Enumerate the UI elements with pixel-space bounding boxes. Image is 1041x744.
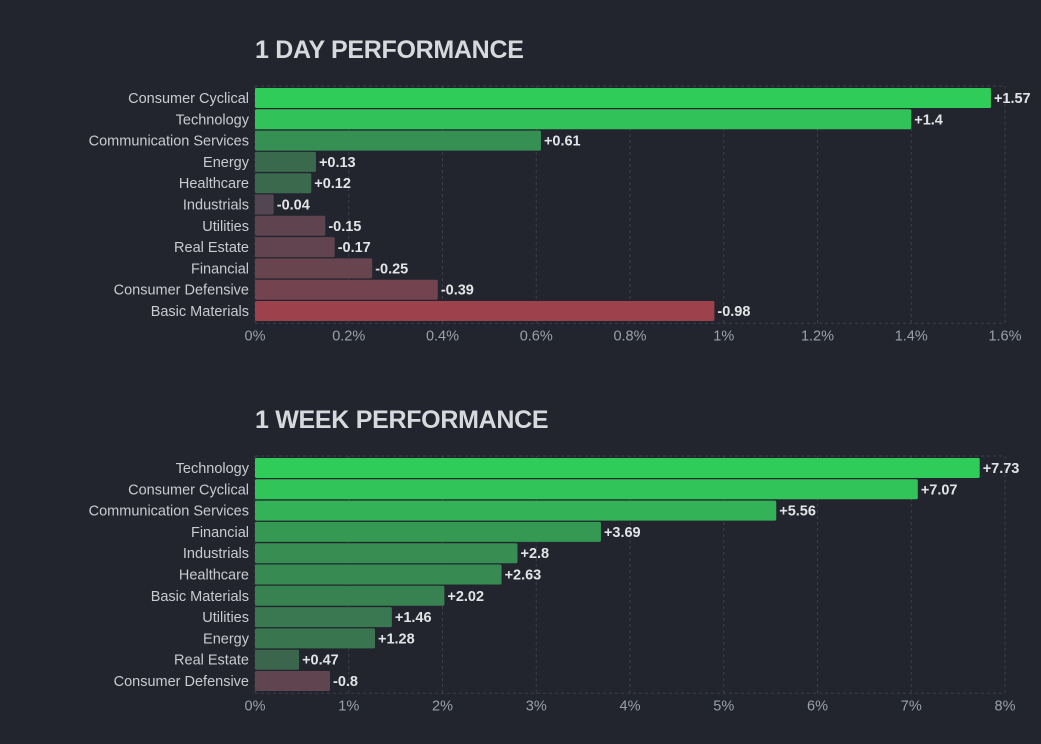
chart-0-category-label: Utilities xyxy=(202,219,249,235)
chart-0-value-label: +1.4 xyxy=(914,112,943,128)
chart-0-tick-label: 1.2% xyxy=(801,328,834,344)
chart-1-value-label: +7.73 xyxy=(983,461,1020,477)
chart-0-bar[interactable] xyxy=(255,215,326,236)
chart-1-category-label: Communication Services xyxy=(89,504,249,520)
chart-1-value-label: +1.46 xyxy=(395,610,432,626)
chart-1-tick-label: 4% xyxy=(620,698,641,714)
chart-0-value-label: +0.13 xyxy=(319,155,356,171)
chart-0-tick-label: 0.8% xyxy=(613,328,646,344)
chart-1-tick-label: 6% xyxy=(807,698,828,714)
chart-1-value-label: +1.28 xyxy=(378,631,415,647)
chart-1-tick-label: 2% xyxy=(432,698,453,714)
chart-0-tick-label: 0% xyxy=(245,328,266,344)
chart-0-bar[interactable] xyxy=(255,279,438,300)
chart-0-tick-label: 0.2% xyxy=(332,328,365,344)
chart-1-value-label: +0.47 xyxy=(302,653,339,669)
chart-1-category-label: Utilities xyxy=(202,610,249,626)
chart-0-category-label: Consumer Defensive xyxy=(114,283,249,299)
chart-1-bar[interactable] xyxy=(255,585,445,606)
chart-1-bar[interactable] xyxy=(255,628,375,649)
chart-0-bar[interactable] xyxy=(255,109,912,130)
chart-0-value-label: +1.57 xyxy=(994,91,1031,107)
chart-1-bar[interactable] xyxy=(255,671,330,691)
chart-0-bar[interactable] xyxy=(255,173,312,194)
chart-1-bar[interactable] xyxy=(255,543,518,564)
chart-0-bar[interactable] xyxy=(255,130,541,151)
chart-0-category-label: Consumer Cyclical xyxy=(128,91,249,107)
chart-1-category-label: Energy xyxy=(203,631,250,647)
chart-1-bar[interactable] xyxy=(255,521,601,542)
chart-1-tick-label: 3% xyxy=(526,698,547,714)
chart-0-value-label: -0.17 xyxy=(338,240,371,256)
chart-1-tick-label: 7% xyxy=(901,698,922,714)
chart-0-value-label: -0.25 xyxy=(375,261,408,277)
chart-0-category-label: Basic Materials xyxy=(151,304,249,320)
chart-0-bar[interactable] xyxy=(255,151,316,172)
chart-0-category-label: Healthcare xyxy=(179,176,249,192)
chart-0-value-label: -0.04 xyxy=(277,198,310,214)
chart-0-tick-label: 1% xyxy=(713,328,734,344)
chart-0-value-label: +0.12 xyxy=(314,176,351,192)
chart-0-bar[interactable] xyxy=(255,301,715,321)
chart-0-bar[interactable] xyxy=(255,237,335,258)
chart-1-value-label: +5.56 xyxy=(779,504,816,520)
chart-0-tick-label: 0.4% xyxy=(426,328,459,344)
chart-1-category-label: Consumer Defensive xyxy=(114,674,249,690)
chart-1-value-label: +2.63 xyxy=(505,568,542,584)
chart-0-value-label: +0.61 xyxy=(544,134,581,150)
chart-1-category-label: Technology xyxy=(176,461,250,477)
chart-1-value-label: +7.07 xyxy=(921,482,958,498)
chart-1-category-label: Consumer Cyclical xyxy=(128,482,249,498)
chart-1-bar[interactable] xyxy=(255,500,777,521)
chart-0-tick-label: 1.6% xyxy=(988,328,1021,344)
day-performance-chart: Consumer Cyclical +1.57 Technology +1.4 Comm… xyxy=(89,85,1031,344)
chart-1-category-label: Real Estate xyxy=(174,653,249,669)
chart-0-category-label: Energy xyxy=(203,155,250,171)
day-chart-title: 1 DAY PERFORMANCE xyxy=(255,36,524,64)
chart-1-value-label: -0.8 xyxy=(333,674,358,690)
chart-1-tick-label: 1% xyxy=(338,698,359,714)
chart-0-bar[interactable] xyxy=(255,194,274,215)
chart-0-value-label: -0.39 xyxy=(441,283,474,299)
chart-1-category-label: Industrials xyxy=(183,546,249,562)
chart-0-bar[interactable] xyxy=(255,258,373,279)
chart-0-tick-label: 0.6% xyxy=(520,328,553,344)
chart-1-tick-label: 5% xyxy=(713,698,734,714)
chart-1-value-label: +2.8 xyxy=(521,546,550,562)
chart-1-tick-label: 8% xyxy=(995,698,1016,714)
chart-0-value-label: -0.15 xyxy=(328,219,361,235)
chart-0-category-label: Industrials xyxy=(183,198,249,214)
chart-1-value-label: +2.02 xyxy=(447,589,484,605)
chart-1-bar[interactable] xyxy=(255,479,918,500)
chart-0-bar[interactable] xyxy=(255,88,991,108)
chart-1-bar[interactable] xyxy=(255,564,502,585)
chart-0-category-label: Real Estate xyxy=(174,240,249,256)
chart-1-tick-label: 0% xyxy=(245,698,266,714)
chart-0-tick-label: 1.4% xyxy=(895,328,928,344)
chart-1-bar[interactable] xyxy=(255,649,300,670)
chart-0-category-label: Communication Services xyxy=(89,134,249,150)
week-performance-chart: Technology +7.73 Consumer Cyclical +7.07 Com… xyxy=(89,455,1020,714)
chart-1-bar[interactable] xyxy=(255,458,980,478)
chart-1-bar[interactable] xyxy=(255,607,392,628)
chart-1-value-label: +3.69 xyxy=(604,525,641,541)
chart-0-category-label: Financial xyxy=(191,261,249,277)
chart-0-value-label: -0.98 xyxy=(717,304,750,320)
chart-1-category-label: Financial xyxy=(191,525,249,541)
week-chart-title: 1 WEEK PERFORMANCE xyxy=(255,406,549,434)
chart-0-category-label: Technology xyxy=(176,112,250,128)
chart-1-category-label: Healthcare xyxy=(179,568,249,584)
chart-1-category-label: Basic Materials xyxy=(151,589,249,605)
